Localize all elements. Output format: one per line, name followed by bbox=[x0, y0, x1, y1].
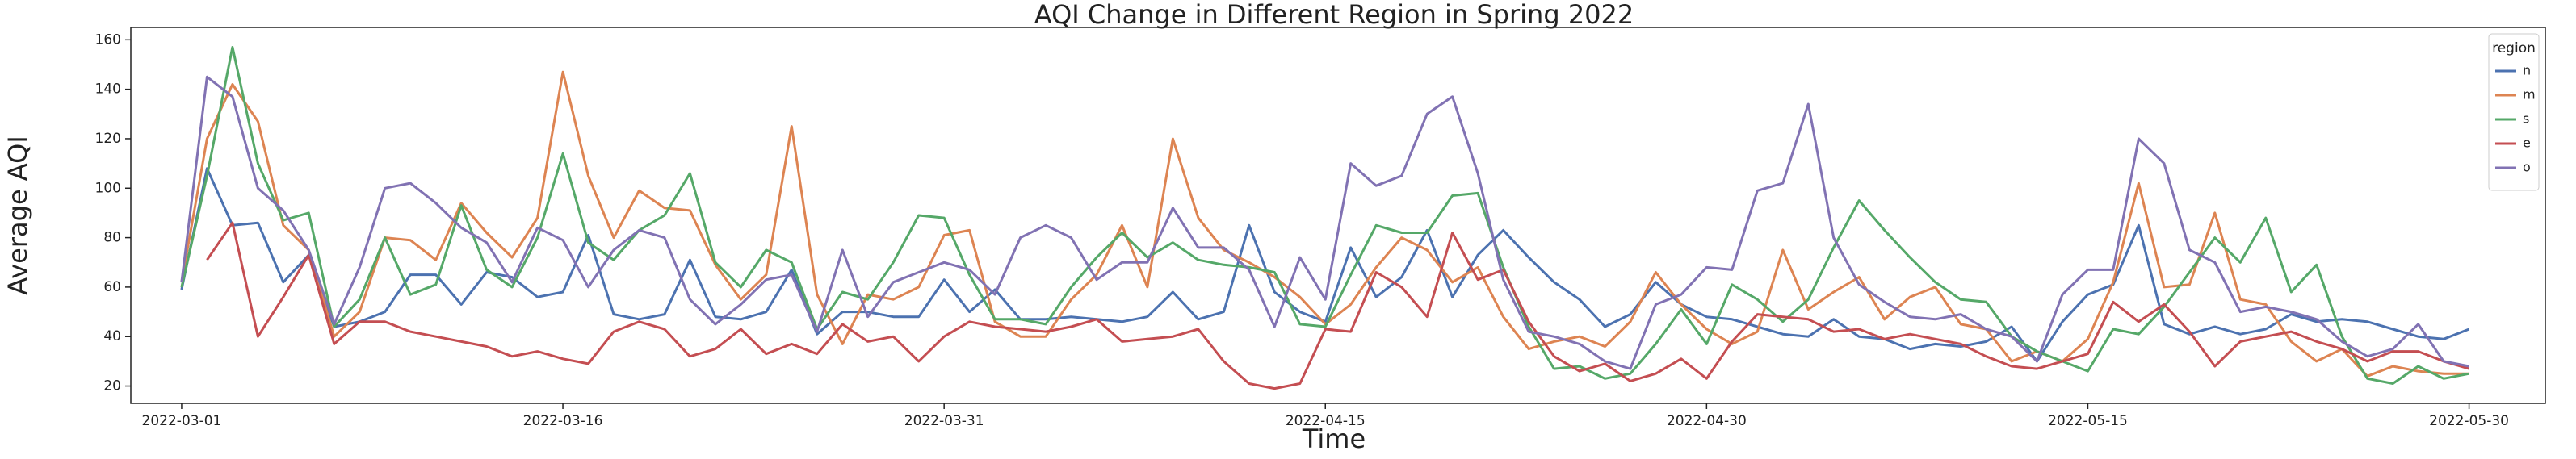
y-tick-label: 40 bbox=[103, 328, 121, 344]
y-axis-label: Average AQI bbox=[2, 136, 33, 295]
legend-label: e bbox=[2523, 136, 2531, 151]
legend-label: s bbox=[2523, 111, 2529, 127]
series-line bbox=[180, 46, 2469, 385]
y-tick-label: 20 bbox=[103, 378, 121, 394]
legend-label: m bbox=[2523, 87, 2536, 102]
y-tick-label: 100 bbox=[95, 180, 121, 196]
x-axis-label: Time bbox=[1302, 424, 1366, 454]
y-tick-label: 160 bbox=[95, 31, 121, 48]
y-tick-label: 120 bbox=[95, 131, 121, 147]
y-tick-label: 80 bbox=[103, 230, 121, 246]
x-tick-label: 2022-05-30 bbox=[2429, 413, 2509, 429]
plot-frame bbox=[130, 27, 2546, 404]
x-tick-label: 2022-03-01 bbox=[142, 413, 222, 429]
x-tick-label: 2022-04-15 bbox=[1286, 413, 1366, 429]
series-line bbox=[180, 75, 2469, 370]
series-line bbox=[180, 167, 2470, 363]
x-tick-label: 2022-03-31 bbox=[904, 413, 984, 429]
legend-label: o bbox=[2523, 160, 2531, 175]
legend-title: region bbox=[2492, 40, 2536, 56]
y-tick-label: 60 bbox=[103, 279, 121, 295]
legend-label: n bbox=[2523, 63, 2531, 78]
series-line bbox=[206, 221, 2470, 390]
x-tick-label: 2022-05-15 bbox=[2048, 413, 2128, 429]
y-tick-label: 140 bbox=[95, 81, 121, 98]
x-tick-label: 2022-04-30 bbox=[1667, 413, 1747, 429]
x-tick-label: 2022-03-16 bbox=[523, 413, 603, 429]
chart-title: AQI Change in Different Region in Spring… bbox=[1034, 0, 1634, 30]
legend-box bbox=[2488, 33, 2540, 191]
